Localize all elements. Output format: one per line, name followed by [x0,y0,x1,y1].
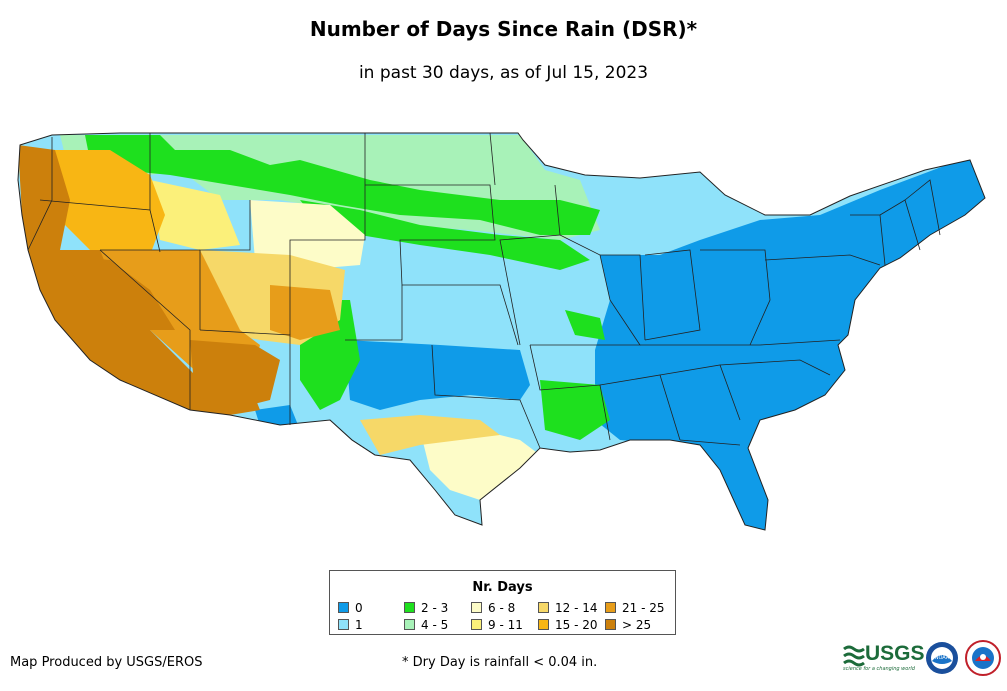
legend-swatch [471,619,482,630]
legend-swatch [338,619,349,630]
legend-label: 6 - 8 [488,601,516,615]
region-oregon-15-20-days [50,150,165,255]
region-northern-2-3-days-a [85,135,600,235]
nws-logo-icon [965,640,1001,676]
legend-label: 12 - 14 [555,601,598,615]
noaa-logo-icon: NOAA [926,642,958,674]
map-title: Number of Days Since Rain (DSR)* [309,17,698,41]
legend-label: > 25 [622,618,652,632]
legend-label: 0 [355,601,363,615]
usgs-wave-icon [843,645,865,667]
legend-swatch [471,602,482,613]
legend-title: Nr. Days [472,580,533,595]
legend-swatch [404,619,415,630]
legend-label: 2 - 3 [421,601,449,615]
region-texas-12-14-days [360,415,500,455]
legend-swatch [538,619,549,630]
region-northern-2-3-days-b [300,200,590,270]
usgs-logo-text: USGS [865,642,925,665]
map-credit: Map Produced by USGS/EROS [10,655,203,670]
region-idaho-9-11-days [150,180,240,250]
region-nevada-gt-25-days [60,255,175,330]
legend-swatch [605,619,616,630]
legend-label: 21 - 25 [622,601,665,615]
map-subtitle: in past 30 days, as of Jul 15, 2023 [358,63,649,83]
legend-swatch [404,602,415,613]
region-southplains-0-days [345,340,530,410]
region-midwest-1-day [630,180,720,245]
legend-label: 1 [355,618,363,632]
region-mississippi-2-3-days [540,380,610,440]
legend-swatch [338,602,349,613]
legend-label: 15 - 20 [555,618,598,632]
dry-day-note: * Dry Day is rainfall < 0.04 in. [402,655,598,670]
legend-swatch [538,602,549,613]
usgs-tagline: science for a changing world [843,666,915,672]
region-arizona-gt-25-days [190,340,280,410]
region-missouri-2-3-days [565,310,605,340]
legend-label: 4 - 5 [421,618,449,632]
agency-logos: USGS science for a changing world NOAA [843,638,1003,678]
region-wyoming-6-8-days [250,200,365,270]
legend-label: 9 - 11 [488,618,523,632]
region-newmexico-21-25-days [270,285,340,340]
noaa-logo-text: NOAA [935,655,950,661]
legend: Nr. Days 0 1 2 - 3 4 - 5 6 - 8 9 - 11 12… [329,570,676,635]
legend-swatch [605,602,616,613]
state-borders [27,132,941,456]
